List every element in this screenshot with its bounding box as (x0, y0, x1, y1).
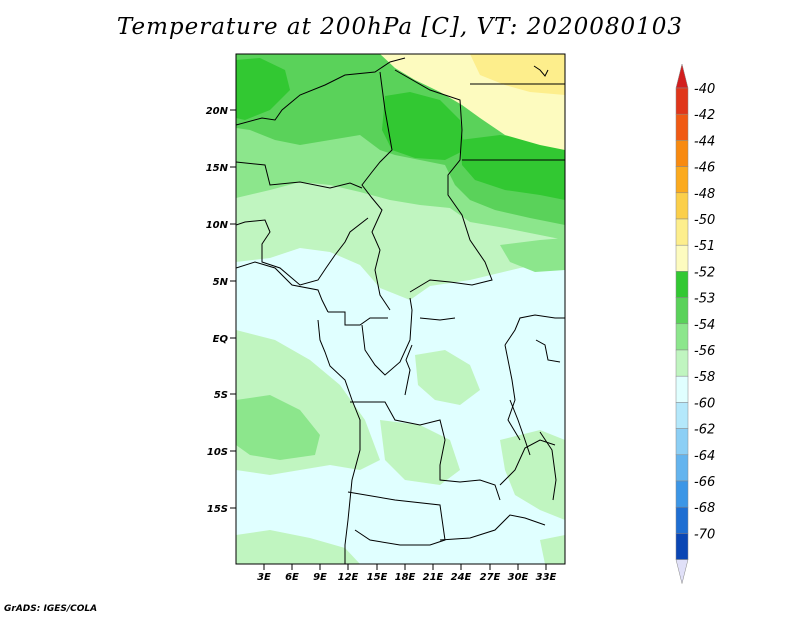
border-chad-west (361, 71, 393, 311)
colorbar-segment (675, 375, 689, 403)
lon-axis: 3E 6E 9E 12E 15E 18E 21E 24E 27E 30E 33E (257, 564, 557, 583)
lon-label-33e: 33E (536, 572, 557, 583)
colorbar-segment (675, 454, 689, 482)
lat-label-15s: 15S (207, 504, 228, 515)
field-band-51-ne (460, 135, 565, 200)
lat-label-20n: 20N (206, 106, 229, 117)
lat-label-5s: 5S (214, 390, 228, 401)
border-congo (361, 297, 413, 376)
colorbar-label: -42 (694, 108, 715, 123)
field-band-53-congo (415, 350, 480, 405)
colorbar-label: -40 (694, 82, 715, 97)
colorbar-label: -70 (694, 527, 715, 542)
lon-label-9e: 9E (313, 572, 327, 583)
colorbar-segment (675, 192, 689, 220)
border-nigeria (236, 217, 369, 286)
lon-label-27e: 27E (480, 572, 501, 583)
colorbar-segment (675, 87, 689, 115)
colorbar-label: -66 (694, 475, 715, 490)
border-tanzania-south (499, 439, 556, 486)
border-namibia (347, 491, 446, 546)
colorbar-segment (675, 113, 689, 141)
colorbar-label: -46 (694, 161, 715, 176)
colorbar-segment (675, 323, 689, 351)
field-band-52-southwest (236, 395, 320, 460)
colorbar-segment (675, 349, 689, 377)
colorbar-segment (675, 402, 689, 429)
lon-label-21e: 21E (423, 572, 444, 583)
lat-label-5n: 5N (213, 277, 229, 288)
colorbar-segment (675, 506, 689, 534)
lat-label-15n: 15N (206, 163, 229, 174)
lat-label-10n: 10N (206, 220, 229, 231)
border-gabon-north (328, 311, 388, 326)
colorbar-label: -48 (694, 187, 715, 202)
border-drc-west (404, 344, 413, 396)
lon-label-30e: 30E (508, 572, 529, 583)
colorbar: -40 -42 -44 -46 -48 -50 -51 -52 -53 -54 -56 -58 -60 -… (675, 63, 715, 584)
river-congo (419, 317, 456, 321)
field-band-53-southeast (500, 430, 565, 520)
lat-label-10s: 10S (207, 447, 228, 458)
field-band-48-north (470, 54, 565, 95)
map-frame (235, 53, 566, 565)
border-niger-nigeria (236, 161, 363, 189)
colorbar-label: -58 (694, 370, 715, 385)
border-north-1 (236, 57, 406, 126)
border-zambia-south (439, 514, 546, 541)
lake-tanganyika (509, 399, 531, 456)
lat-axis: 20N 15N 10N 5N EQ 5S 10S 15S (206, 106, 236, 515)
lon-label-24e: 24E (451, 572, 472, 583)
lon-label-18e: 18E (395, 572, 416, 583)
colorbar-segment (675, 297, 689, 325)
lat-label-eq: EQ (213, 334, 229, 345)
border-uganda-kenya (504, 314, 565, 346)
colorbar-segment (675, 166, 689, 194)
field-band-51-core (382, 92, 465, 160)
colorbar-label: -62 (694, 423, 715, 438)
colorbar-label: -51 (694, 239, 715, 254)
lon-label-15e: 15E (367, 572, 388, 583)
colorbar-label: -56 (694, 344, 715, 359)
credit-text: GrADS: IGES/COLA (4, 604, 98, 614)
chart-title: Temperature at 200hPa [C], VT: 202008010… (116, 14, 684, 40)
border-chad-east (394, 69, 493, 293)
lake-victoria (535, 339, 561, 363)
field-band-52-east (500, 238, 565, 272)
colorbar-label: -50 (694, 213, 715, 228)
coast-red-sea (533, 65, 549, 77)
colorbar-segment (675, 271, 689, 298)
coast-gulf (236, 261, 329, 313)
colorbar-segment (675, 218, 689, 246)
colorbar-segment (675, 428, 689, 456)
colorbar-segment (675, 140, 689, 167)
colorbar-label: -44 (694, 134, 715, 149)
temperature-field (236, 54, 565, 564)
lake-malawi (539, 431, 557, 501)
colorbar-label: -60 (694, 396, 715, 411)
field-band-53-secorner (540, 535, 565, 564)
colorbar-label: -68 (694, 501, 715, 516)
colorbar-label: -53 (694, 292, 715, 307)
field-band-53-southcorner (236, 530, 360, 564)
field-band-51-nw (236, 58, 290, 120)
colorbar-label: -52 (694, 265, 715, 280)
colorbar-cap-bottom (675, 559, 689, 584)
lon-label-3e: 3E (257, 572, 271, 583)
colorbar-segment (675, 244, 689, 272)
colorbar-label: -54 (694, 318, 715, 333)
colorbar-label: -64 (694, 449, 715, 464)
colorbar-segment (675, 533, 689, 560)
lon-label-12e: 12E (338, 572, 359, 583)
colorbar-cap-top (675, 63, 689, 89)
border-rift (504, 344, 521, 441)
coast-west (317, 319, 361, 564)
border-angola-drc (350, 401, 501, 501)
lon-label-6e: 6E (285, 572, 299, 583)
country-borders (236, 57, 565, 564)
colorbar-segment (675, 480, 689, 508)
